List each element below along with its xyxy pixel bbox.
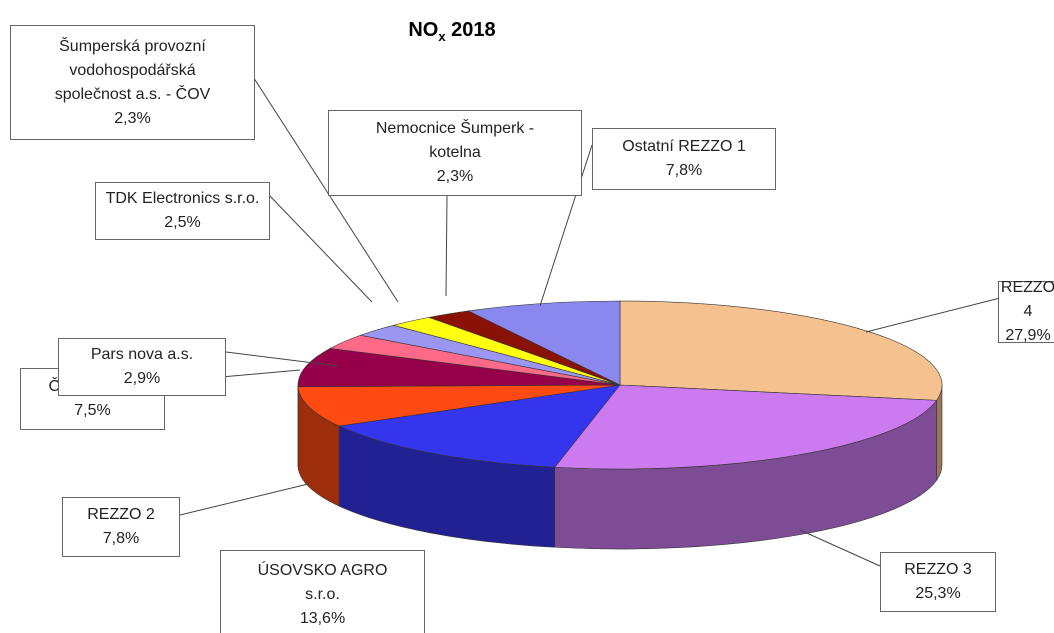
label-box: Šumperská provozní vodohospodářská spole…	[10, 25, 255, 140]
slice-label: Ostatní REZZO 1	[622, 138, 746, 155]
title-subscript: x	[438, 29, 446, 44]
label-box: Ostatní REZZO 1 7,8%	[592, 128, 776, 190]
slice-value-label: 7,8%	[102, 530, 140, 547]
slice-label: ÚSOVSKO AGRO s.r.o.	[257, 562, 388, 603]
slice	[338, 384, 621, 468]
slice-value-label: 25,3%	[915, 585, 961, 602]
slice-value-label: 27,9%	[1005, 327, 1051, 344]
leader-line	[267, 193, 373, 303]
chart-title: NOx 2018	[408, 19, 495, 44]
slice	[554, 384, 938, 470]
label-box: ÚSOVSKO AGRO s.r.o. 13,6%	[220, 550, 425, 633]
slice-value-label: 2,9%	[123, 370, 161, 387]
slice-value-label: 2,3%	[114, 109, 151, 127]
slice	[297, 348, 621, 388]
slice-label: Šumperská provozní vodohospodářská spole…	[54, 37, 211, 103]
slice-value-label: 13,6%	[299, 610, 346, 627]
leader-line	[539, 144, 593, 307]
label-box: Nemocnice Šumperk - kotelna 2,3%	[328, 110, 582, 196]
label-box: REZZO 4 27,9%	[998, 279, 1054, 344]
leader-line	[225, 351, 339, 367]
leader-line	[249, 71, 399, 303]
slice-value-label: 7,8%	[665, 162, 703, 179]
label-box: TDK Electronics s.r.o. 2,5%	[95, 182, 270, 240]
title-part: NO	[408, 19, 438, 41]
slice-label: REZZO 2	[87, 506, 155, 523]
label-box: REZZO 2 7,8%	[62, 497, 180, 557]
leader-line	[799, 529, 881, 567]
leader-line	[179, 483, 309, 516]
slice	[467, 300, 621, 386]
slice-value-label: 2,5%	[164, 214, 201, 231]
leader-line	[865, 297, 1001, 333]
slice-label: TDK Electronics s.r.o.	[105, 190, 260, 207]
slice-label: REZZO 3	[904, 561, 972, 578]
slice-value-label: 2,3%	[436, 168, 474, 185]
label-box: REZZO 3 25,3%	[880, 552, 996, 612]
slice-value-label: 7,5%	[74, 402, 111, 419]
slice-label: Pars nova a.s.	[90, 346, 194, 363]
slice-label: Nemocnice Šumperk - kotelna	[375, 120, 535, 161]
leader-line	[445, 195, 448, 297]
label-box: Pars nova a.s. 2,9%	[58, 338, 226, 396]
slice-label: REZZO 4	[1000, 279, 1054, 320]
slice	[619, 300, 943, 401]
slice	[297, 384, 621, 427]
title-part: 2018	[446, 19, 496, 41]
